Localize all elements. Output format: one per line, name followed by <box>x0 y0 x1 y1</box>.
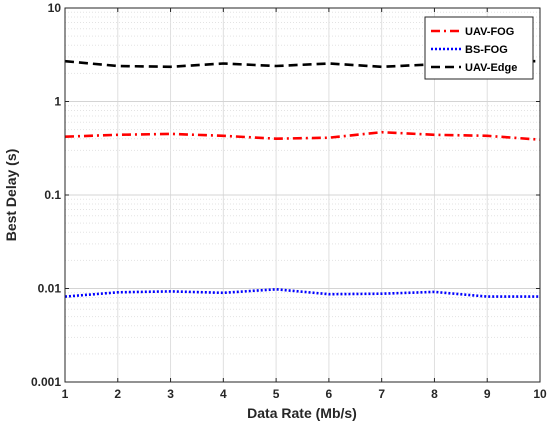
x-tick-label: 8 <box>431 387 438 401</box>
y-axis-title: Best Delay (s) <box>3 149 19 242</box>
x-tick-label: 10 <box>533 387 547 401</box>
x-tick-label: 6 <box>326 387 333 401</box>
x-axis-title: Data Rate (Mb/s) <box>247 405 357 421</box>
series-line-uav-fog <box>64 130 541 141</box>
x-tick-label: 9 <box>484 387 491 401</box>
y-tick-label: 0.001 <box>31 375 61 389</box>
y-axis-ticks: 0.001 0.01 0.1 1 10 <box>31 1 540 389</box>
y-tick-label: 0.01 <box>38 282 62 296</box>
x-axis-ticks: 1 2 3 4 5 6 7 8 9 10 <box>62 8 547 401</box>
x-tick-label: 1 <box>62 387 69 401</box>
grid-lines <box>65 8 540 382</box>
x-tick-label: 5 <box>273 387 280 401</box>
x-tick-label: 7 <box>378 387 385 401</box>
legend: UAV-FOG BS-FOG UAV-Edge <box>424 16 534 80</box>
y-tick-label: 0.1 <box>44 188 61 202</box>
legend-label: UAV-Edge <box>465 62 517 74</box>
x-tick-label: 2 <box>114 387 121 401</box>
y-tick-label: 1 <box>54 95 61 109</box>
legend-label: UAV-FOG <box>465 26 514 38</box>
x-tick-label: 3 <box>167 387 174 401</box>
legend-label: BS-FOG <box>465 44 508 56</box>
series-line-bs-fog <box>64 287 540 298</box>
y-tick-label: 10 <box>48 1 62 15</box>
x-tick-label: 4 <box>220 387 227 401</box>
